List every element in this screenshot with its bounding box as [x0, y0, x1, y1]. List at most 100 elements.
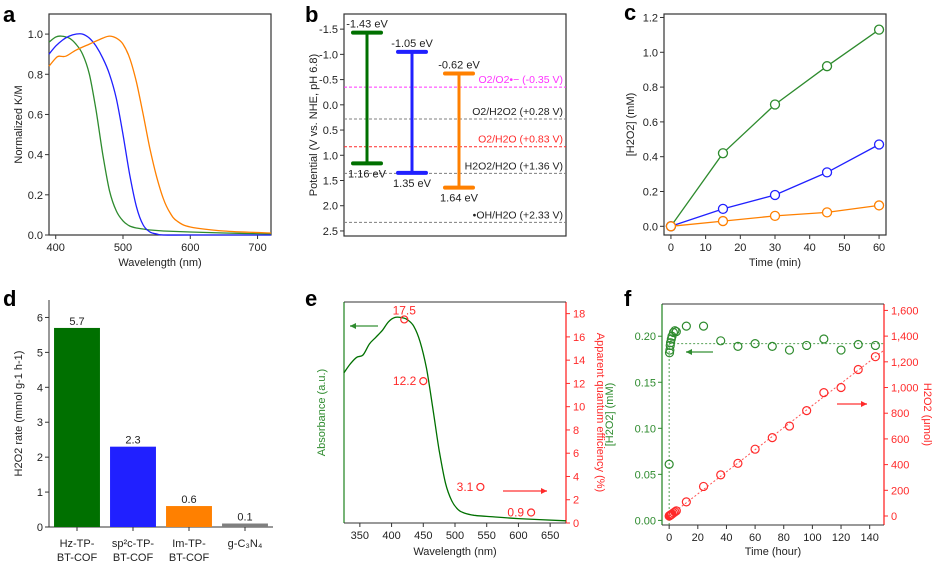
- y-tick-label: 2.0: [323, 201, 338, 213]
- bar: [166, 506, 212, 527]
- concentration-point: [836, 345, 846, 355]
- panel-label: e: [305, 286, 317, 311]
- x-tick-label: 500: [446, 530, 464, 542]
- bar: [110, 446, 156, 527]
- aqe-axis-arrow-head: [541, 488, 547, 494]
- amount-point: [733, 458, 743, 468]
- amount-point: [802, 406, 812, 416]
- bar-value-label: 0.6: [181, 494, 196, 506]
- reference-label: O2/O2•− (-0.35 V): [478, 74, 563, 86]
- chart-a: a 400 500 600 700 0.0 0.2 0.4 0.6 0.8 1.0 Wavelengt…: [3, 2, 272, 269]
- x-tick-label: 40: [804, 242, 816, 254]
- reference-label: •OH/H2O (+2.33 V): [473, 209, 563, 221]
- reference-label: O2/H2O2 (+0.28 V): [472, 106, 563, 118]
- x-tick-label: 500: [114, 242, 132, 254]
- y-right-tick-label: 0: [573, 518, 579, 530]
- y-tick-label: 0.00: [635, 515, 656, 527]
- chart-e: e 350 400 450 500 550 600 650 0 2 4 6 8 10 12 14 16 18 17.…: [305, 286, 606, 558]
- reference-label: H2O2/H2O (+1.36 V): [465, 160, 563, 172]
- x-tick-label: 0: [668, 242, 674, 254]
- y-axis-label: Normalized K/M: [13, 85, 25, 163]
- left-axis-label: [H2O2] (mM): [604, 383, 616, 447]
- y-tick-label: 0.20: [635, 331, 656, 343]
- concentration-point: [670, 326, 680, 336]
- series-line: [48, 33, 271, 236]
- y-right-tick-label: 18: [573, 309, 585, 321]
- concentration-point: [733, 341, 743, 351]
- y-right-tick-label: 1,000: [891, 383, 919, 395]
- amount-point: [870, 352, 881, 362]
- chart-b: b-1.5 -1.0 -0.5 0.0 0.5 1.0 1.5 2.0 2.5 O2/O2•− (…: [305, 2, 567, 238]
- y-right-tick-label: 4: [573, 471, 579, 483]
- y-right-tick-label: 1,600: [891, 305, 919, 317]
- x-axis-label: Time (hour): [745, 546, 801, 558]
- bar-value-label: 0.1: [237, 512, 252, 524]
- y-tick-label: 2.5: [323, 226, 338, 238]
- x-axis-label: Time (min): [749, 257, 801, 269]
- concentration-point: [716, 336, 726, 346]
- cb-label: -0.62 eV: [438, 60, 480, 72]
- right-axis-label: Apparent quantum efficiency (%): [594, 333, 606, 492]
- y-tick-label: 0.4: [643, 152, 658, 164]
- y-right-tick-label: 16: [573, 332, 585, 344]
- concentration-point: [819, 334, 829, 344]
- x-tick-label: 550: [478, 530, 496, 542]
- amount-axis-arrow-head: [861, 401, 867, 407]
- y-axis-label: H2O2 rate (mmol g-1 h-1): [13, 351, 25, 477]
- y-right-tick-label: 1,200: [891, 357, 919, 369]
- x-tick-label: 400: [47, 242, 65, 254]
- aqe-point: [476, 482, 485, 492]
- concentration-point: [665, 338, 676, 348]
- panel-label: c: [624, 0, 636, 25]
- y-tick-label: 0.8: [643, 82, 658, 94]
- bar-value-label: 5.7: [69, 316, 84, 328]
- amount-point: [668, 508, 679, 518]
- concentration-point: [671, 327, 681, 337]
- x-tick-label: 10: [700, 242, 712, 254]
- concentration-axis-arrow-head: [686, 349, 692, 355]
- concentration-point: [698, 321, 709, 331]
- y-tick-label: 6: [37, 312, 43, 324]
- absorbance-line: [343, 316, 567, 522]
- y-tick-label: 1.0: [643, 47, 658, 59]
- x-tick-label: 60: [873, 242, 885, 254]
- y-right-tick-label: 200: [891, 485, 909, 497]
- x-tick-label: 350: [351, 530, 369, 542]
- data-point: [665, 221, 677, 232]
- y-tick-label: 1.0: [323, 150, 338, 162]
- y-tick-label: 0.2: [643, 186, 658, 198]
- data-point: [873, 200, 885, 211]
- y-right-tick-label: 0: [891, 511, 897, 523]
- x-tick-label: 100: [803, 532, 821, 544]
- chart-d: d 0 1 2 3 4 5 6 5.7 Hz-TP- BT-COF 2.3 sp²c-TP- BT-COF…: [3, 286, 273, 564]
- chart-f: f 0 20 40 60 80 100 120 140 0.00 0.05 0.10 0.15 0.20 0…: [604, 286, 933, 558]
- series-line: [48, 35, 272, 234]
- x-tick-label: 0: [666, 532, 672, 544]
- y-tick-label: 0.6: [28, 109, 43, 121]
- data-point: [821, 167, 833, 178]
- y-right-tick-label: 6: [573, 448, 579, 460]
- y-right-tick-label: 800: [891, 408, 909, 420]
- y-tick-label: 0.10: [635, 423, 656, 435]
- y-axis-label: [H2O2] (mM): [625, 93, 637, 157]
- x-tick-label: 700: [248, 242, 266, 254]
- x-tick-label: 30: [769, 242, 781, 254]
- plot-frame: [663, 13, 887, 236]
- amount-point: [819, 388, 829, 398]
- y-right-tick-label: 400: [891, 460, 909, 472]
- amount-point: [671, 506, 681, 516]
- concentration-point: [853, 339, 863, 350]
- amount-point: [853, 364, 863, 375]
- chart-c: c 0 10 20 30 40 50 60 0.0 0.2 0.4 0.6 0.8 1.0 1.2 Time …: [624, 0, 887, 269]
- y-tick-label: -1.0: [319, 49, 338, 61]
- x-tick-label: 650: [541, 530, 559, 542]
- y-tick-label: 0.0: [643, 221, 658, 233]
- x-axis-label: Wavelength (nm): [413, 546, 496, 558]
- y-tick-label: 0.8: [28, 69, 43, 81]
- x-tick-label: 600: [181, 242, 199, 254]
- x-tick-label: 140: [860, 532, 878, 544]
- cb-label: -1.43 eV: [346, 19, 388, 31]
- concentration-point: [870, 340, 881, 351]
- y-tick-label: 0.5: [323, 125, 338, 137]
- concentration-point: [767, 341, 777, 351]
